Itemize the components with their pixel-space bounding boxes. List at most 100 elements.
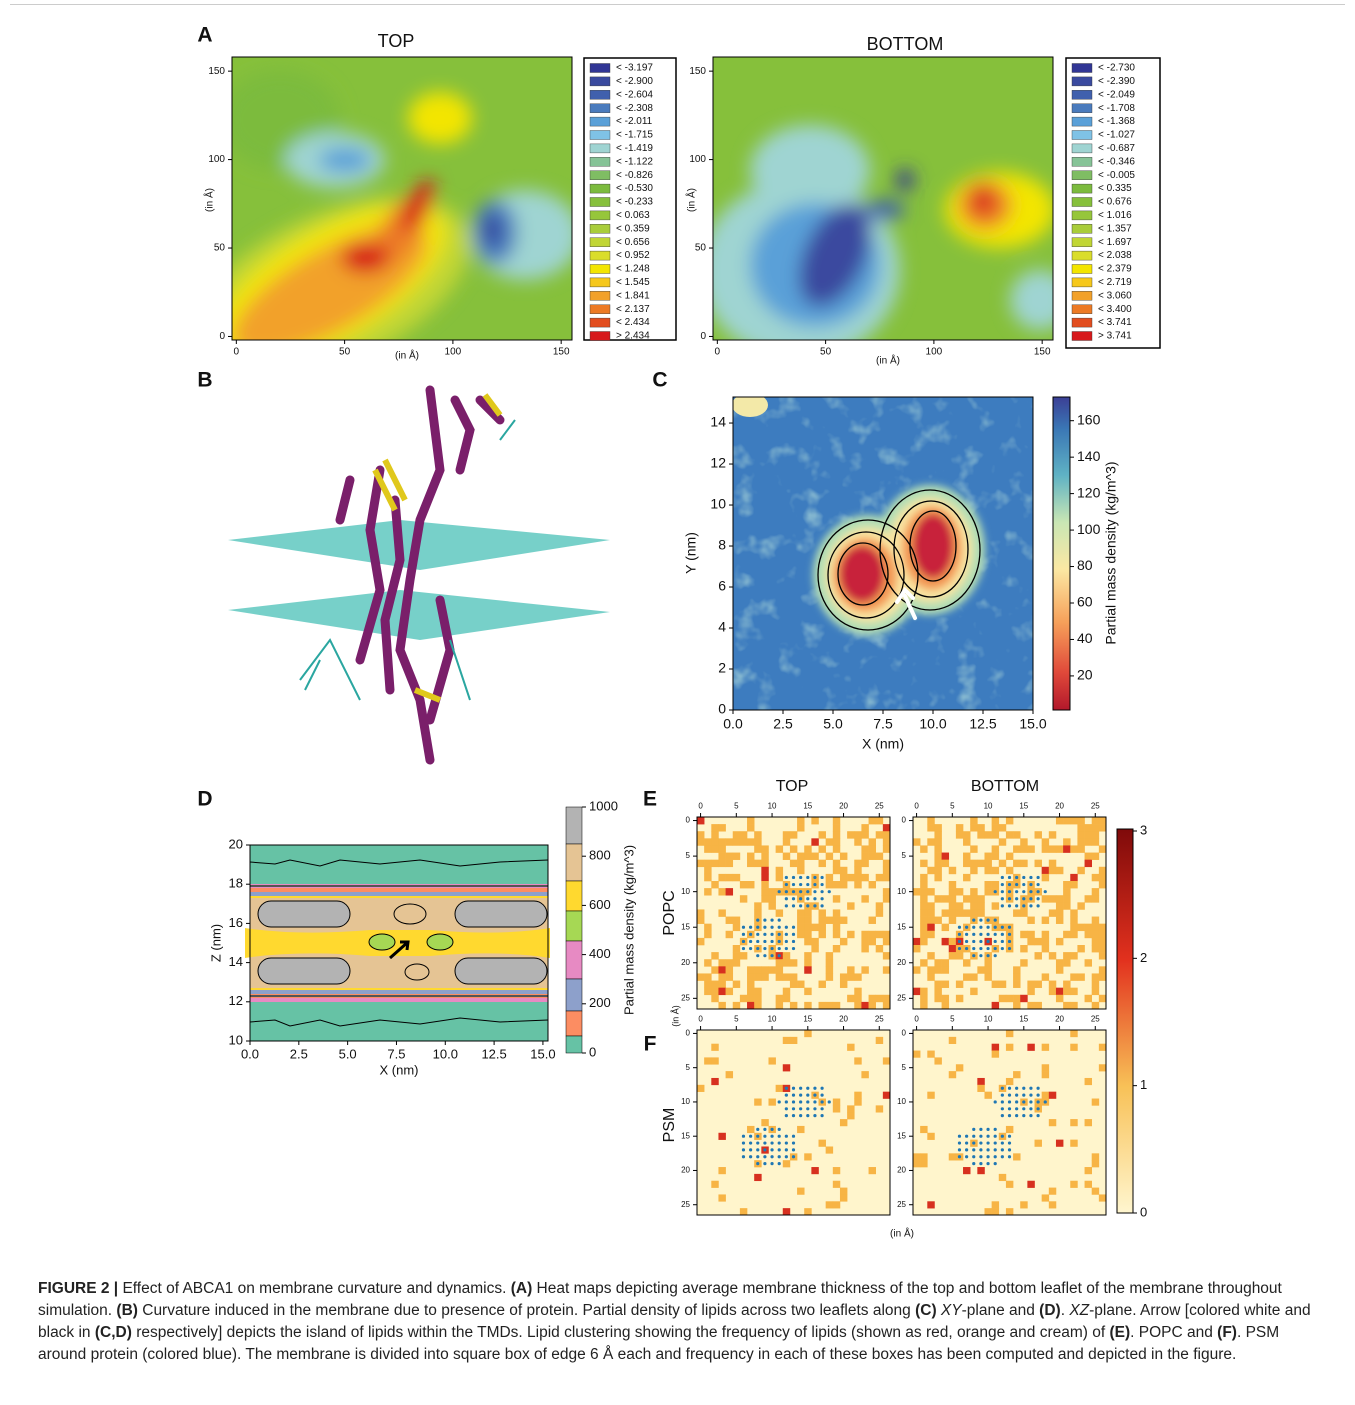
legend-label: < 1.697	[1098, 237, 1132, 248]
cell	[1049, 860, 1056, 867]
cell	[704, 860, 711, 867]
x-tick-label: 0	[234, 347, 240, 358]
cell	[1099, 973, 1106, 980]
cell	[797, 981, 804, 988]
protein-dot	[756, 926, 759, 929]
cell	[854, 1092, 861, 1099]
protein-dot	[979, 954, 982, 957]
cell	[963, 860, 970, 867]
cell	[854, 860, 861, 867]
protein-dot	[785, 1155, 788, 1158]
cell	[804, 924, 811, 931]
cell	[854, 1099, 861, 1106]
caption-italic: XZ	[1069, 1302, 1089, 1319]
protein-dot	[770, 1141, 773, 1144]
cell	[833, 831, 840, 838]
cell	[1013, 860, 1020, 867]
protein-dot	[1036, 1087, 1039, 1090]
legend-label: < 0.676	[1098, 197, 1132, 208]
y-tick-label: 120	[1077, 484, 1101, 500]
x-tick-label: 5	[734, 802, 739, 811]
cell	[768, 1057, 775, 1064]
protein-dot	[986, 1135, 989, 1138]
protein-dot	[965, 1141, 968, 1144]
cell	[854, 881, 861, 888]
cell	[1006, 1030, 1013, 1037]
cell	[711, 824, 718, 831]
cell	[1056, 938, 1063, 945]
cell	[711, 881, 718, 888]
legend-swatch	[1072, 305, 1092, 314]
cell	[934, 824, 941, 831]
protein-dot	[994, 926, 997, 929]
y-tick-label: 400	[589, 946, 611, 961]
protein-dot	[994, 1135, 997, 1138]
cell	[804, 917, 811, 924]
cell	[963, 1167, 970, 1174]
protein-dot	[979, 1155, 982, 1158]
protein-dot	[785, 904, 788, 907]
cell	[942, 924, 949, 931]
protein-dot	[979, 1148, 982, 1151]
y-tick-label: 15	[897, 922, 906, 931]
y-tick-label: 1	[1140, 1077, 1147, 1092]
cell	[804, 853, 811, 860]
protein-dot	[756, 933, 759, 936]
cell	[1063, 902, 1070, 909]
protein-dot	[1036, 1100, 1039, 1103]
cell	[1006, 1126, 1013, 1133]
legend-label: < -1.708	[1098, 103, 1135, 114]
protein-dot	[820, 1087, 823, 1090]
protein-dot	[806, 1093, 809, 1096]
cell	[970, 824, 977, 831]
x-tick-label: 15	[1019, 1015, 1028, 1024]
legend-swatch	[590, 198, 610, 207]
y-tick-label: 100	[689, 154, 706, 165]
cell	[861, 824, 868, 831]
x-tick-label: 0	[715, 347, 721, 358]
x-tick-label: 7.5	[387, 1047, 405, 1062]
cell	[913, 1160, 920, 1167]
protein-dot	[749, 940, 752, 943]
cell	[826, 1146, 833, 1153]
cell	[1092, 895, 1099, 902]
cell	[833, 817, 840, 824]
y-tick-label: 2	[718, 660, 726, 676]
cell	[956, 888, 963, 895]
cell	[776, 1002, 783, 1009]
cell	[1013, 966, 1020, 973]
cell	[920, 938, 927, 945]
cell	[718, 860, 725, 867]
cell	[819, 1140, 826, 1147]
cell	[920, 1002, 927, 1009]
protein-dot	[994, 1100, 997, 1103]
protein-dot	[756, 940, 759, 943]
cell	[826, 917, 833, 924]
cell	[754, 860, 761, 867]
x-tick-label: 10	[984, 802, 993, 811]
cell	[992, 831, 999, 838]
cell	[934, 895, 941, 902]
cell	[1056, 959, 1063, 966]
cell	[740, 1208, 747, 1215]
cell	[733, 924, 740, 931]
cell	[970, 973, 977, 980]
protein-dot	[785, 1114, 788, 1117]
x-tick-label: 0.0	[241, 1047, 259, 1062]
legend-swatch	[1072, 251, 1092, 260]
cell	[920, 1153, 927, 1160]
cell	[704, 838, 711, 845]
protein-dot	[756, 947, 759, 950]
protein-dot	[799, 1107, 802, 1110]
y-tick-label: 15	[681, 1131, 690, 1140]
cell	[1070, 881, 1077, 888]
protein-dot	[994, 954, 997, 957]
protein-dot	[770, 1148, 773, 1151]
legend-label: < -0.530	[616, 183, 653, 194]
cell	[927, 817, 934, 824]
x-tick-label: 15	[803, 802, 812, 811]
protein-dot	[1029, 904, 1032, 907]
label: Y (nm)	[683, 532, 699, 574]
y-tick-label: 20	[897, 1166, 906, 1175]
label: X (nm)	[862, 736, 904, 752]
